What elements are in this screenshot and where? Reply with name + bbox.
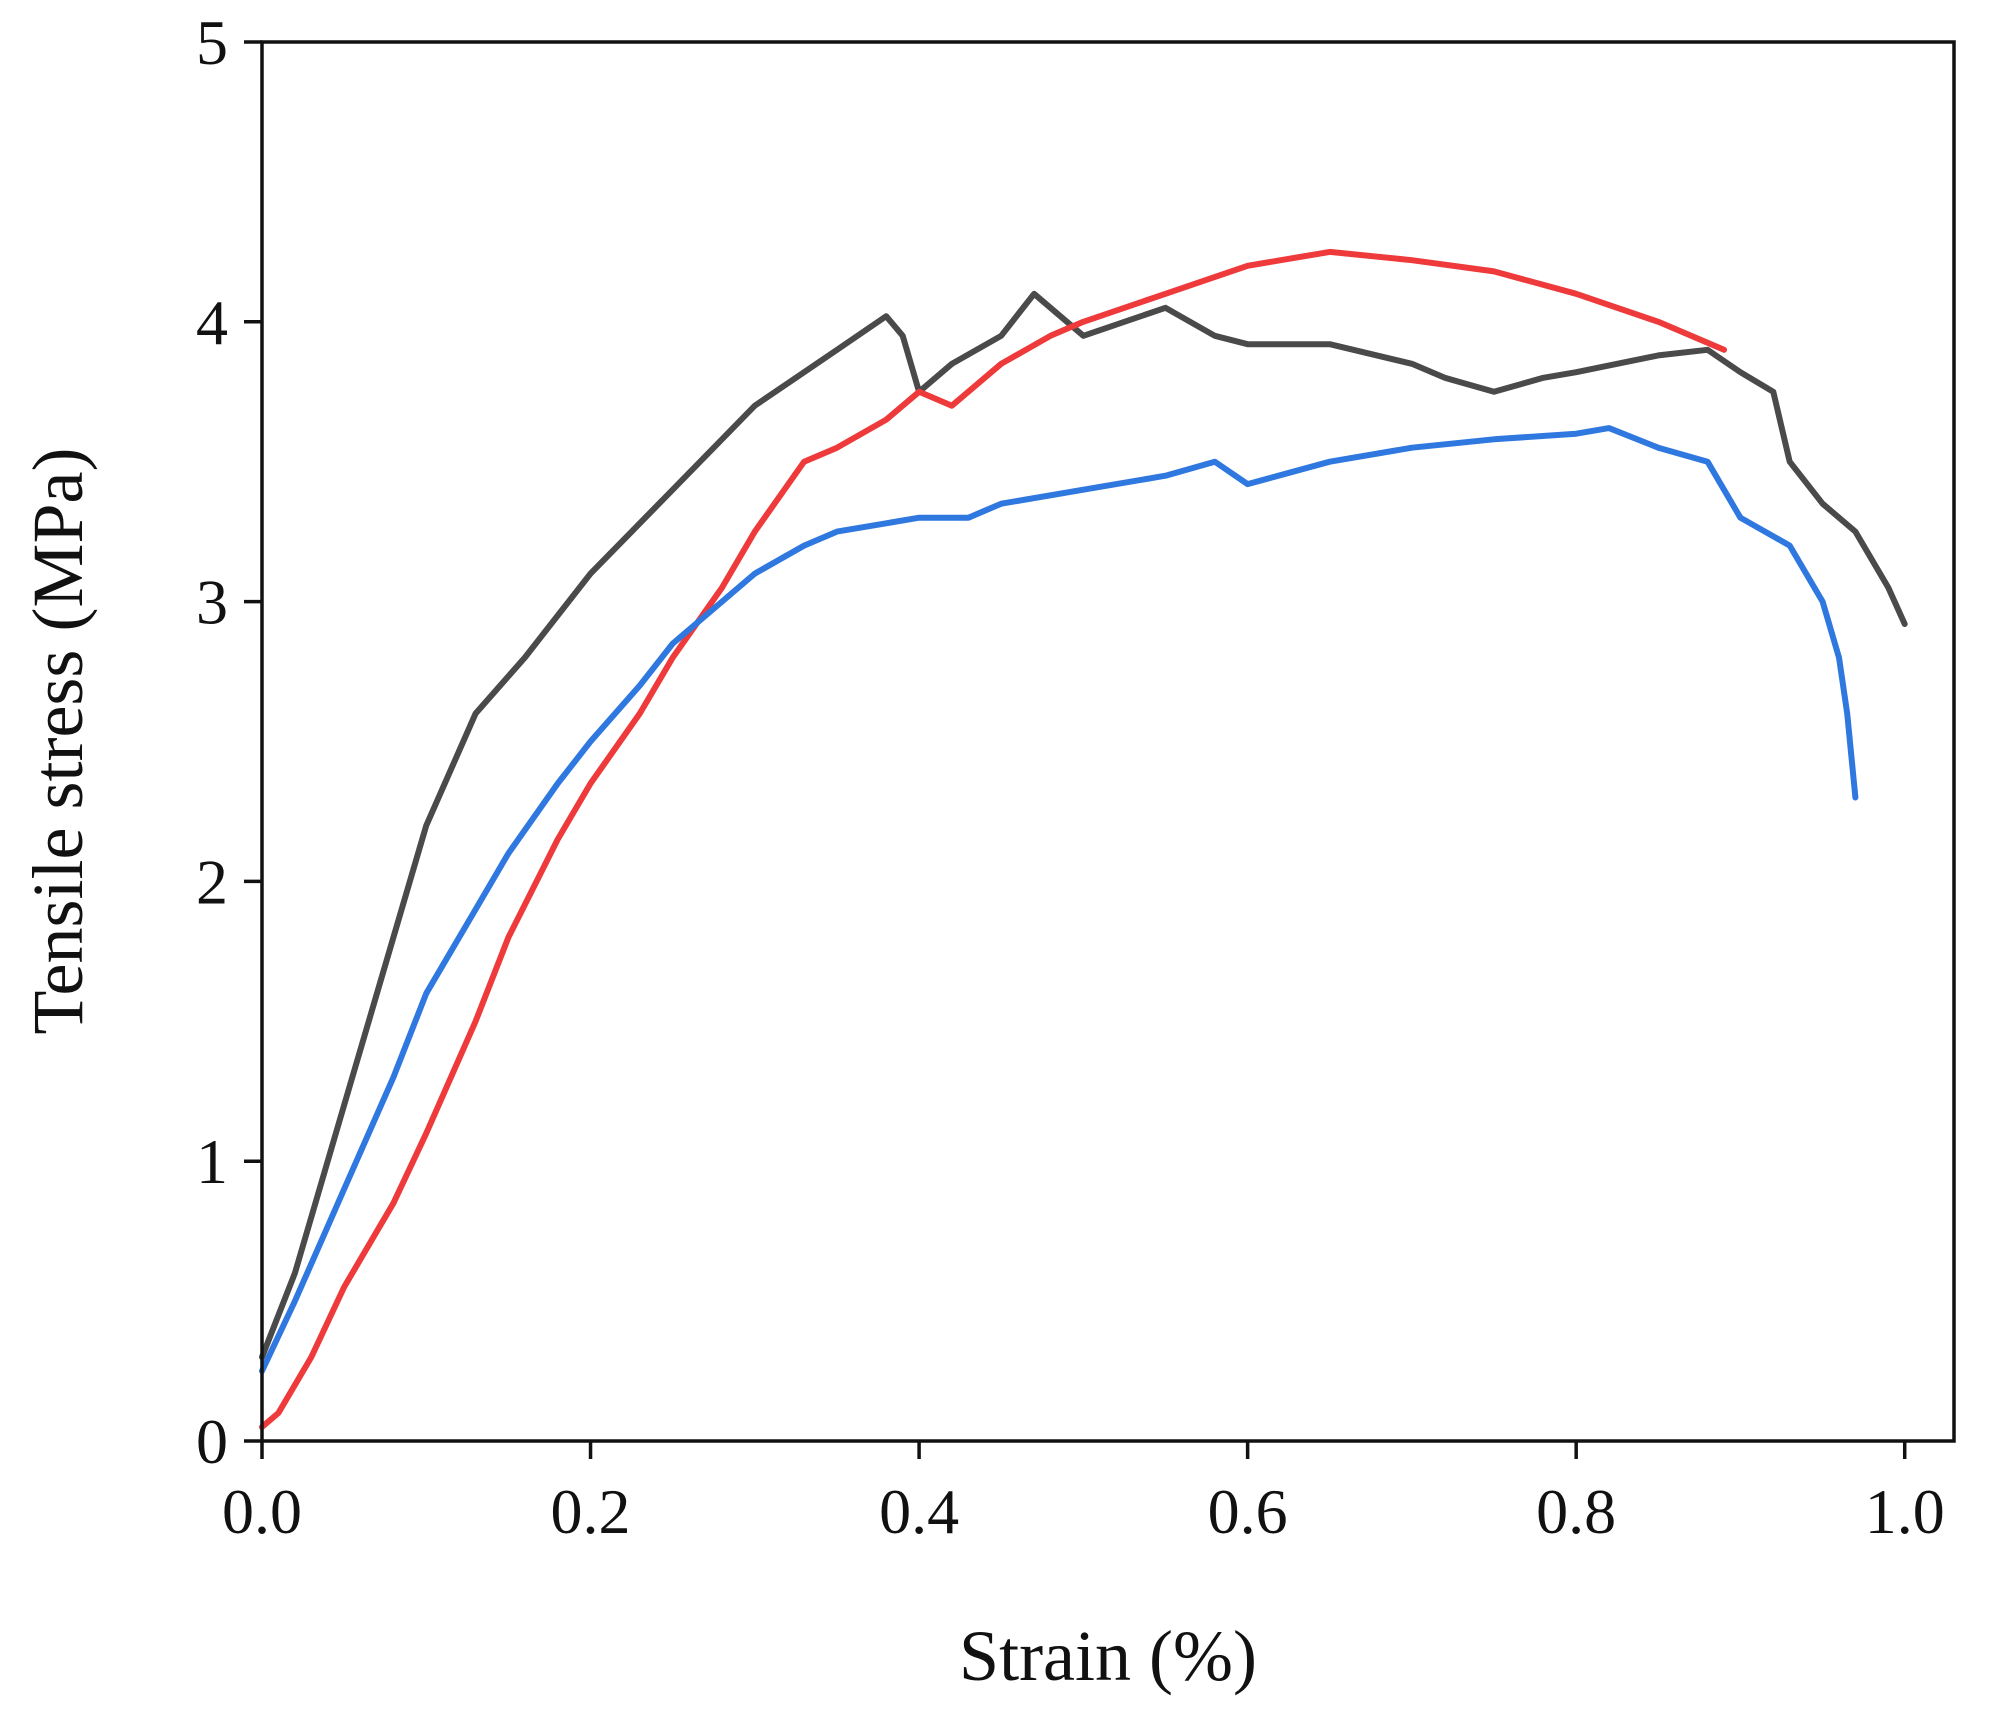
y-tick-label: 3 [196,567,228,638]
x-tick-label: 0.8 [1536,1476,1616,1547]
x-tick-label: 0.6 [1208,1476,1288,1547]
plot-frame [260,40,1956,1443]
x-tick-label: 0.4 [879,1476,959,1547]
y-tick-label: 2 [196,846,228,917]
y-tick-label: 1 [196,1126,228,1197]
y-tick-label: 4 [196,287,228,358]
series-line-sample-red [259,248,1727,1430]
series-layer [259,248,1908,1430]
x-tick-label: 1.0 [1865,1476,1945,1547]
y-axis-title: Tensile stress (MPa) [18,448,98,1035]
x-tick-label: 0.2 [551,1476,631,1547]
y-tick-label: 0 [196,1406,228,1477]
x-tick-label: 0.0 [222,1476,302,1547]
y-tick-label: 5 [196,7,228,78]
ticks-layer: 0.0 0.2 0.4 0.6 0.8 1.0 0 1 2 3 4 5 [196,7,1945,1547]
series-line-sample-dark-gray [259,290,1908,1361]
series-line-sample-blue [259,425,1859,1374]
x-axis-title: Strain (%) [959,1616,1257,1696]
